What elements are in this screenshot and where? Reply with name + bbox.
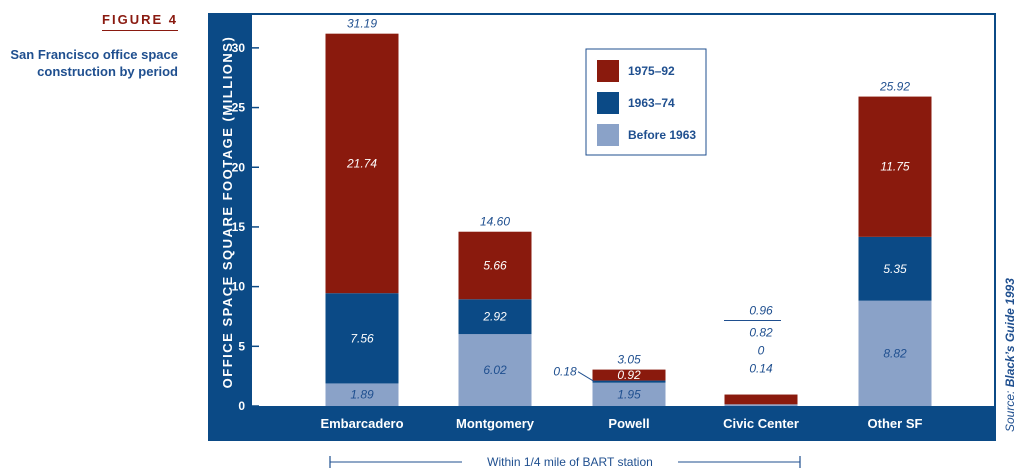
x-tick-label: Civic Center <box>723 416 799 431</box>
y-tick-label: 0 <box>238 399 245 413</box>
data-label: 0.92 <box>617 368 641 382</box>
data-label: 0 <box>758 344 765 358</box>
bars <box>325 33 932 406</box>
legend-label: 1975–92 <box>628 64 675 78</box>
data-label: 5.66 <box>483 258 507 272</box>
legend-label: Before 1963 <box>628 128 696 142</box>
legend-swatch <box>597 124 619 146</box>
y-tick-label: 15 <box>232 220 246 234</box>
y-tick-label: 10 <box>232 280 246 294</box>
data-label: 5.35 <box>883 262 907 276</box>
total-label: 3.05 <box>617 353 641 367</box>
x-tick-label: Embarcadero <box>320 416 403 431</box>
y-axis-title: OFFICE SPACE SQUARE FOOTAGE (MILLIONS) <box>220 36 235 389</box>
bar-segment <box>592 380 666 383</box>
bar-segment <box>858 96 932 237</box>
bart-bracket: Within 1/4 mile of BART station <box>329 455 801 469</box>
x-tick-label: Montgomery <box>456 416 535 431</box>
bar-segment <box>458 334 532 406</box>
legend-label: 1963–74 <box>628 96 675 110</box>
leader-line <box>577 371 595 383</box>
legend: 1975–92 1963–74 Before 1963 <box>585 48 707 156</box>
data-label: 8.82 <box>883 346 907 360</box>
legend-swatch <box>597 60 619 82</box>
data-label: 1.89 <box>350 388 374 402</box>
data-labels: 31.19 14.60 3.05 0.96 25.92 1.89 7.56 21.74 6.02… <box>346 17 910 402</box>
y-tick-label: 25 <box>232 101 246 115</box>
total-label: 0.96 <box>749 304 773 318</box>
bar-segment <box>724 394 798 405</box>
x-tick-label: Other SF <box>868 416 923 431</box>
bar-segment <box>458 231 532 300</box>
x-axis: Embarcadero Montgomery Powell Civic Center O… <box>320 416 922 431</box>
data-label: 1.95 <box>617 387 641 401</box>
x-tick-label: Powell <box>608 416 649 431</box>
figure-title: San Francisco office space construction … <box>10 47 178 79</box>
data-label: 21.74 <box>346 156 377 170</box>
bracket-label: Within 1/4 mile of BART station <box>487 455 653 469</box>
bar-segment <box>325 383 399 406</box>
figure-label: FIGURE 4 <box>102 12 178 31</box>
bar-segment <box>458 299 532 335</box>
total-label: 25.92 <box>879 80 910 94</box>
bar-segment <box>858 236 932 301</box>
legend-swatch <box>597 92 619 114</box>
data-label: 0.82 <box>749 326 773 340</box>
y-tick-label: 30 <box>232 41 246 55</box>
bar-segment <box>325 33 399 294</box>
total-label: 31.19 <box>347 17 377 31</box>
data-label: 0.18 <box>553 365 577 379</box>
y-tick-label: 20 <box>232 160 246 174</box>
y-tick-label: 5 <box>238 339 245 353</box>
bar-segment <box>592 382 666 406</box>
y-axis: 0 5 10 15 20 25 30 <box>232 41 259 413</box>
data-label: 2.92 <box>482 310 507 324</box>
data-label: 0.14 <box>749 362 773 376</box>
data-label: 11.75 <box>880 160 909 174</box>
total-label: 14.60 <box>480 215 510 229</box>
data-label: 6.02 <box>483 363 507 377</box>
bar-segment <box>858 300 932 406</box>
bar-segment <box>325 293 399 384</box>
bar-segment <box>724 404 798 406</box>
data-label: 7.56 <box>350 331 374 345</box>
bar-segment <box>592 369 666 381</box>
